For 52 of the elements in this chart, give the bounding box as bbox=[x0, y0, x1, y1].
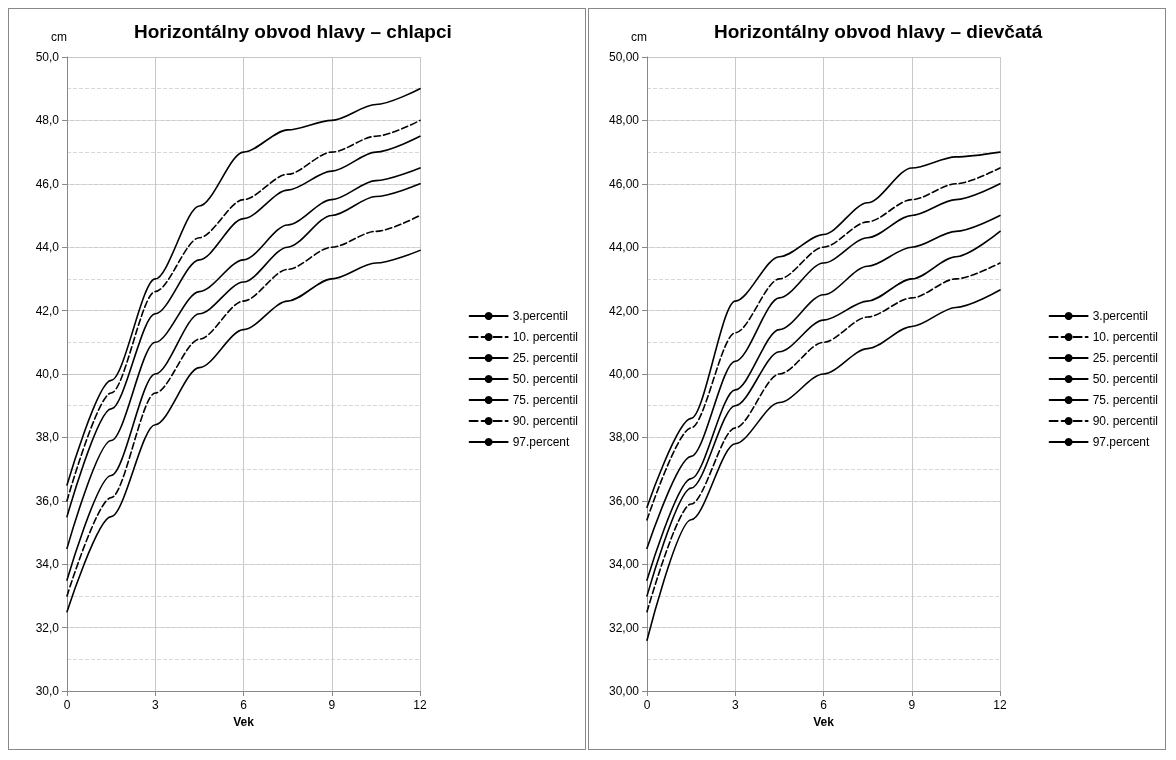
legend-label: 10. percentil bbox=[1092, 330, 1158, 344]
legend-label: 50. percentil bbox=[512, 372, 578, 386]
legend-label: 3.percentil bbox=[1092, 309, 1148, 323]
y-tick-label: 50,0 bbox=[35, 50, 60, 64]
y-tick-label: 36,0 bbox=[35, 493, 60, 508]
legend-label: 25. percentil bbox=[512, 351, 578, 365]
legend-label: 75. percentil bbox=[512, 393, 578, 407]
legend-label: 90. percentil bbox=[512, 414, 578, 428]
y-tick-label: 46,0 bbox=[35, 176, 60, 191]
x-tick-label: 9 bbox=[328, 698, 336, 712]
y-tick-label: 44,0 bbox=[35, 240, 60, 255]
y-tick-label: 40,0 bbox=[35, 367, 60, 381]
legend-label: 3.percentil bbox=[512, 309, 568, 323]
y-tick-label: 44,00 bbox=[608, 240, 640, 255]
legend-label: 25. percentil bbox=[1092, 351, 1158, 365]
y-tick-label: 48,00 bbox=[608, 113, 640, 128]
legend-label: 90. percentil bbox=[1092, 414, 1158, 428]
legend-label: 97.percent bbox=[1092, 435, 1150, 449]
x-axis-title: Vek bbox=[233, 714, 255, 729]
y-tick-label: 48,0 bbox=[35, 113, 60, 128]
x-tick-label: 12 bbox=[993, 698, 1007, 712]
chart-title: Horizontálny obvod hlavy – dievčatá bbox=[714, 21, 1043, 42]
y-axis-title: cm bbox=[51, 30, 67, 44]
x-tick-label: 12 bbox=[413, 698, 427, 712]
legend-label: 97.percent bbox=[512, 435, 570, 449]
y-tick-label: 42,0 bbox=[35, 303, 60, 318]
y-axis-title: cm bbox=[631, 30, 647, 44]
x-axis-title: Vek bbox=[813, 714, 835, 729]
y-tick-label: 36,00 bbox=[608, 493, 640, 508]
y-tick-label: 38,0 bbox=[35, 430, 60, 445]
y-tick-label: 42,00 bbox=[608, 303, 640, 318]
x-tick-label: 0 bbox=[643, 698, 651, 712]
y-tick-label: 50,00 bbox=[608, 50, 640, 64]
legend-label: 75. percentil bbox=[1092, 393, 1158, 407]
y-tick-label: 34,0 bbox=[35, 557, 60, 572]
x-tick-label: 6 bbox=[240, 698, 248, 712]
x-tick-label: 9 bbox=[908, 698, 916, 712]
y-tick-label: 34,00 bbox=[608, 557, 640, 572]
y-tick-label: 46,00 bbox=[608, 176, 640, 191]
y-tick-label: 38,00 bbox=[608, 430, 640, 445]
legend-label: 10. percentil bbox=[512, 330, 578, 344]
x-tick-label: 6 bbox=[820, 698, 828, 712]
legend-label: 50. percentil bbox=[1092, 372, 1158, 386]
y-tick-label: 30,00 bbox=[608, 684, 640, 698]
y-tick-label: 30,0 bbox=[35, 684, 60, 698]
y-tick-label: 40,00 bbox=[608, 367, 640, 381]
x-tick-label: 0 bbox=[63, 698, 71, 712]
y-tick-label: 32,0 bbox=[35, 620, 60, 635]
chart-title: Horizontálny obvod hlavy – chlapci bbox=[134, 21, 452, 42]
x-tick-label: 3 bbox=[731, 698, 739, 712]
x-tick-label: 3 bbox=[151, 698, 159, 712]
y-tick-label: 32,00 bbox=[608, 620, 640, 635]
